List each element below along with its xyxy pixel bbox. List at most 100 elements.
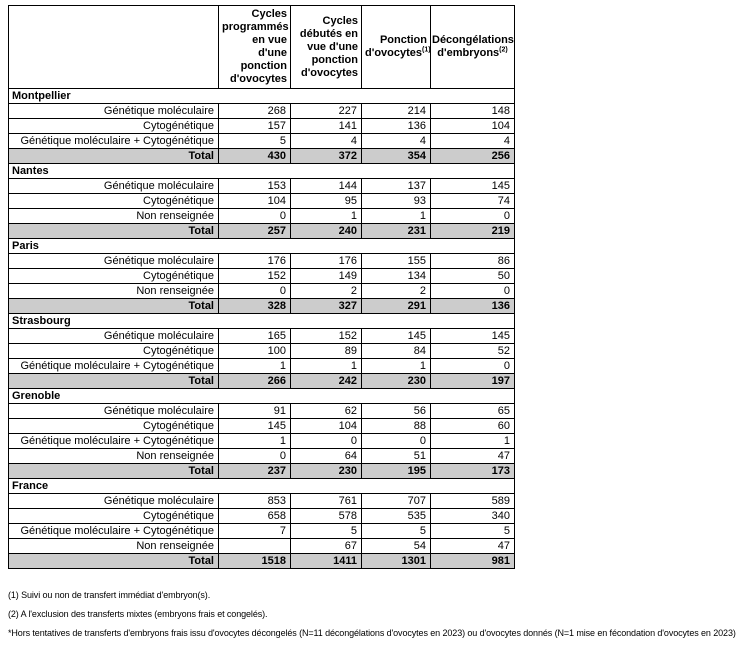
row-label: Non renseignée — [8, 283, 219, 299]
value-cell: 60 — [430, 418, 515, 434]
value-cell: 47 — [430, 448, 515, 464]
value-cell: 145 — [361, 328, 431, 344]
table-row: Génétique moléculaire 853 761 707 589 — [8, 493, 515, 509]
value-cell: 89 — [290, 343, 362, 359]
value-cell: 658 — [218, 508, 291, 524]
value-cell: 134 — [361, 268, 431, 284]
table-header: Cycles programmés en vue d'une ponction … — [8, 5, 515, 89]
value-cell: 145 — [430, 178, 515, 194]
value-cell: 5 — [361, 523, 431, 539]
total-label: Total — [8, 298, 219, 314]
total-row: Total 257 240 231 219 — [8, 223, 515, 239]
value-cell: 1518 — [218, 553, 291, 569]
total-row: Total 1518 1411 1301 981 — [8, 553, 515, 569]
table-row: Non renseignée 0 64 51 47 — [8, 448, 515, 464]
value-cell: 91 — [218, 403, 291, 419]
section-header-row: Strasbourg — [8, 313, 515, 329]
table-row: Génétique moléculaire 91 62 56 65 — [8, 403, 515, 419]
value-cell: 62 — [290, 403, 362, 419]
value-cell: 1411 — [290, 553, 362, 569]
value-cell: 0 — [430, 208, 515, 224]
value-cell: 1 — [430, 433, 515, 449]
value-cell: 84 — [361, 343, 431, 359]
value-cell: 153 — [218, 178, 291, 194]
section-name: Nantes — [8, 163, 515, 179]
value-cell: 257 — [218, 223, 291, 239]
row-label: Génétique moléculaire + Cytogénétique — [8, 523, 219, 539]
value-cell: 100 — [218, 343, 291, 359]
value-cell: 104 — [218, 193, 291, 209]
value-cell: 1 — [361, 358, 431, 374]
section-name: Strasbourg — [8, 313, 515, 329]
total-row: Total 266 242 230 197 — [8, 373, 515, 389]
value-cell: 149 — [290, 268, 362, 284]
value-cell: 93 — [361, 193, 431, 209]
total-label: Total — [8, 148, 219, 164]
value-cell: 1 — [290, 358, 362, 374]
value-cell: 291 — [361, 298, 431, 314]
value-cell: 5 — [290, 523, 362, 539]
value-cell: 145 — [218, 418, 291, 434]
table-row: Génétique moléculaire + Cytogénétique 1 1 1… — [8, 358, 515, 374]
value-cell: 104 — [290, 418, 362, 434]
col-header-sup: (1) — [422, 46, 431, 54]
value-cell: 176 — [290, 253, 362, 269]
value-cell: 0 — [361, 433, 431, 449]
value-cell: 50 — [430, 268, 515, 284]
value-cell: 354 — [361, 148, 431, 164]
value-cell: 227 — [290, 103, 362, 119]
value-cell: 1301 — [361, 553, 431, 569]
value-cell: 1 — [361, 208, 431, 224]
table-row: Génétique moléculaire 165 152 145 145 — [8, 328, 515, 344]
total-label: Total — [8, 463, 219, 479]
value-cell: 0 — [218, 283, 291, 299]
value-cell: 240 — [290, 223, 362, 239]
value-cell: 56 — [361, 403, 431, 419]
table-body: Montpellier Génétique moléculaire 268 227 21… — [8, 88, 515, 569]
value-cell: 1 — [218, 358, 291, 374]
value-cell: 266 — [218, 373, 291, 389]
row-label: Cytogénétique — [8, 343, 219, 359]
value-cell: 4 — [290, 133, 362, 149]
section-header-row: France — [8, 478, 515, 494]
section-name: Montpellier — [8, 88, 515, 104]
table-row: Cytogénétique 145 104 88 60 — [8, 418, 515, 434]
table-row: Génétique moléculaire 176 176 155 86 — [8, 253, 515, 269]
value-cell: 47 — [430, 538, 515, 554]
row-label: Génétique moléculaire — [8, 103, 219, 119]
table-row: Cytogénétique 658 578 535 340 — [8, 508, 515, 524]
value-cell: 195 — [361, 463, 431, 479]
value-cell: 176 — [218, 253, 291, 269]
col-header-decongelations-embryons: Décongélations d'embryons(2) — [430, 5, 515, 89]
value-cell: 430 — [218, 148, 291, 164]
row-label: Cytogénétique — [8, 268, 219, 284]
row-label: Non renseignée — [8, 538, 219, 554]
row-label: Cytogénétique — [8, 418, 219, 434]
value-cell: 328 — [218, 298, 291, 314]
value-cell: 1 — [218, 433, 291, 449]
value-cell: 148 — [430, 103, 515, 119]
section-name: Grenoble — [8, 388, 515, 404]
table-row: Non renseignée 67 54 47 — [8, 538, 515, 554]
value-cell: 0 — [430, 358, 515, 374]
footnote-1: (1) Suivi ou non de transfert immédiat d… — [8, 590, 211, 600]
section-header-row: Montpellier — [8, 88, 515, 104]
col-header-label: Cycles programmés en vue d'une ponction … — [222, 8, 289, 85]
value-cell: 5 — [430, 523, 515, 539]
value-cell: 268 — [218, 103, 291, 119]
value-cell: 144 — [290, 178, 362, 194]
row-label: Génétique moléculaire — [8, 493, 219, 509]
value-cell: 152 — [218, 268, 291, 284]
value-cell: 214 — [361, 103, 431, 119]
row-label: Génétique moléculaire + Cytogénétique — [8, 133, 219, 149]
value-cell: 173 — [430, 463, 515, 479]
value-cell: 74 — [430, 193, 515, 209]
value-cell: 256 — [430, 148, 515, 164]
row-label: Génétique moléculaire + Cytogénétique — [8, 433, 219, 449]
value-cell: 95 — [290, 193, 362, 209]
table-row: Génétique moléculaire 153 144 137 145 — [8, 178, 515, 194]
value-cell: 157 — [218, 118, 291, 134]
col-header-cycles-programmes: Cycles programmés en vue d'une ponction … — [218, 5, 291, 89]
row-label: Cytogénétique — [8, 508, 219, 524]
value-cell: 51 — [361, 448, 431, 464]
